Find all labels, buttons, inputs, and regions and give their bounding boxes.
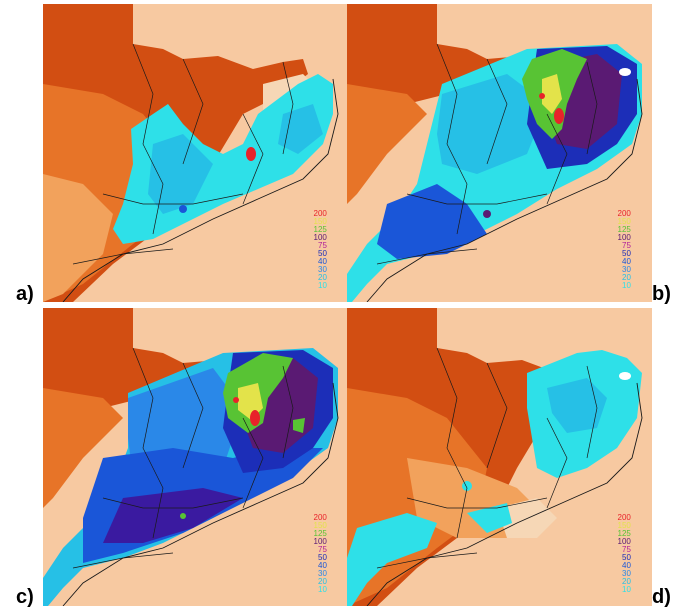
coastline	[366, 78, 643, 302]
legend-d-7: 30	[622, 569, 631, 578]
map-a-svg: 200 150 125 100 75 50 40 30 20 10	[43, 4, 339, 302]
rain-field-10mm-coast	[467, 503, 512, 533]
legend-a-0: 200	[314, 209, 328, 218]
legend-b-9: 10	[622, 281, 631, 290]
legend-c: 200 150 125 100 75 50 40 30 20 10	[314, 513, 328, 594]
legend-c-7: 30	[318, 569, 327, 578]
legend-b-8: 20	[622, 273, 631, 282]
legend-a-6: 40	[318, 257, 327, 266]
rain-spot-40mm	[179, 205, 187, 213]
legend-c-2: 125	[314, 529, 328, 538]
rain-spot-green	[293, 418, 305, 433]
legend-d-2: 125	[618, 529, 632, 538]
legend-d-6: 40	[622, 561, 631, 570]
terrain-mid	[347, 84, 427, 204]
rain-spot-red	[246, 147, 256, 161]
legend-c-4: 75	[318, 545, 327, 554]
legend-b-1: 150	[618, 217, 632, 226]
legend-d: 200 150 125 100 75 50 40 30 20 10	[618, 513, 632, 594]
legend-a-3: 100	[314, 233, 328, 242]
rain-field-20mm-b	[278, 104, 323, 154]
panel-label-a: a)	[16, 283, 34, 305]
boundary-lines	[376, 43, 598, 265]
map-c-svg: 200 150 125 100 75 50 40 30 20 10	[43, 308, 339, 606]
rain-spot-40mm	[483, 210, 491, 218]
rain-spot-red-small	[233, 397, 239, 403]
rain-field-20mm	[437, 74, 547, 174]
panel-label-c: c)	[16, 586, 34, 608]
legend-c-5: 50	[318, 553, 327, 562]
legend-d-5: 50	[622, 553, 631, 562]
map-panel-d: 200 150 125 100 75 50 40 30 20 10	[347, 308, 652, 606]
map-panel-b: 200 150 125 100 75 50 40 30 20 10	[347, 4, 652, 302]
legend-c-9: 10	[318, 585, 327, 594]
legend-a-8: 20	[318, 273, 327, 282]
coastline	[366, 382, 643, 606]
legend-b-0: 200	[618, 209, 632, 218]
legend-a-7: 30	[318, 265, 327, 274]
rain-spot-white	[619, 372, 631, 380]
legend-d-3: 100	[618, 537, 632, 546]
legend-a-2: 125	[314, 225, 328, 234]
legend-d-9: 10	[622, 585, 631, 594]
rain-spot-200mm	[250, 410, 260, 426]
legend-b-3: 100	[618, 233, 632, 242]
legend-a-1: 150	[314, 217, 328, 226]
panel-label-b: b)	[652, 283, 671, 305]
legend-d-8: 20	[622, 577, 631, 586]
map-d-svg: 200 150 125 100 75 50 40 30 20 10	[347, 308, 643, 606]
rain-spot-red-small	[539, 93, 545, 99]
terrain-light	[43, 174, 113, 302]
rain-spot-200mm	[554, 108, 564, 124]
legend-b-7: 30	[622, 265, 631, 274]
rain-field-10mm-south	[347, 513, 437, 606]
legend-b-4: 75	[622, 241, 631, 250]
legend-a-9: 10	[318, 281, 327, 290]
rain-field-40mm	[377, 184, 487, 259]
boundary-lines	[72, 43, 294, 265]
legend-c-1: 150	[314, 521, 328, 530]
terrain-mid	[43, 388, 123, 508]
rain-spot-white	[619, 68, 631, 76]
legend-d-0: 200	[618, 513, 632, 522]
legend-c-8: 20	[318, 577, 327, 586]
map-b-svg: 200 150 125 100 75 50 40 30 20 10	[347, 4, 643, 302]
legend-a: 200 150 125 100 75 50 40 30 20 10	[314, 209, 328, 290]
legend-c-6: 40	[318, 561, 327, 570]
boundary-lines	[376, 347, 598, 569]
legend-b-2: 125	[618, 225, 632, 234]
panel-label-d: d)	[652, 586, 671, 608]
coastline	[62, 78, 339, 302]
legend-a-5: 50	[318, 249, 327, 258]
legend-d-4: 75	[622, 545, 631, 554]
rain-field-20mm	[148, 134, 213, 214]
map-panel-c: 200 150 125 100 75 50 40 30 20 10	[43, 308, 348, 606]
rain-field-20mm-north	[547, 378, 607, 433]
legend-b-5: 50	[622, 249, 631, 258]
boundary-lines	[72, 347, 294, 569]
legend-a-4: 75	[318, 241, 327, 250]
rain-field-150mm	[542, 74, 562, 114]
legend-b-6: 40	[622, 257, 631, 266]
legend-b: 200 150 125 100 75 50 40 30 20 10	[618, 209, 632, 290]
rain-field-75mm	[103, 488, 243, 543]
terrain-pale	[497, 498, 557, 538]
map-panel-a: 200 150 125 100 75 50 40 30 20 10	[43, 4, 348, 302]
legend-c-3: 100	[314, 537, 328, 546]
coastline	[62, 382, 339, 606]
legend-c-0: 200	[314, 513, 328, 522]
rain-spot-green-small	[180, 513, 186, 519]
legend-d-1: 150	[618, 521, 632, 530]
